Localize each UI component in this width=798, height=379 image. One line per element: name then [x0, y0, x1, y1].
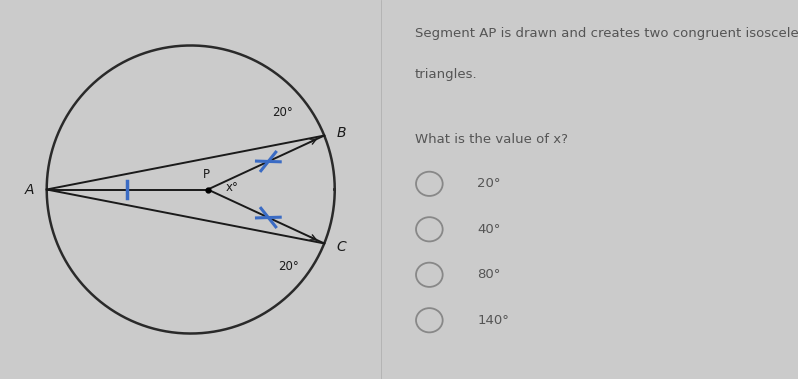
- Text: B: B: [337, 125, 346, 139]
- Text: 80°: 80°: [477, 268, 500, 281]
- Text: 40°: 40°: [477, 223, 500, 236]
- Text: What is the value of x?: What is the value of x?: [415, 133, 567, 146]
- Text: C: C: [337, 240, 346, 254]
- Text: x°: x°: [226, 181, 239, 194]
- Text: P: P: [203, 168, 209, 181]
- Text: triangles.: triangles.: [415, 68, 477, 81]
- Text: 20°: 20°: [272, 106, 293, 119]
- Text: 20°: 20°: [477, 177, 501, 190]
- Text: Segment AP is drawn and creates two congruent isosceles: Segment AP is drawn and creates two cong…: [415, 27, 798, 39]
- Text: A: A: [25, 183, 34, 196]
- Text: 20°: 20°: [278, 260, 298, 274]
- Text: 140°: 140°: [477, 314, 509, 327]
